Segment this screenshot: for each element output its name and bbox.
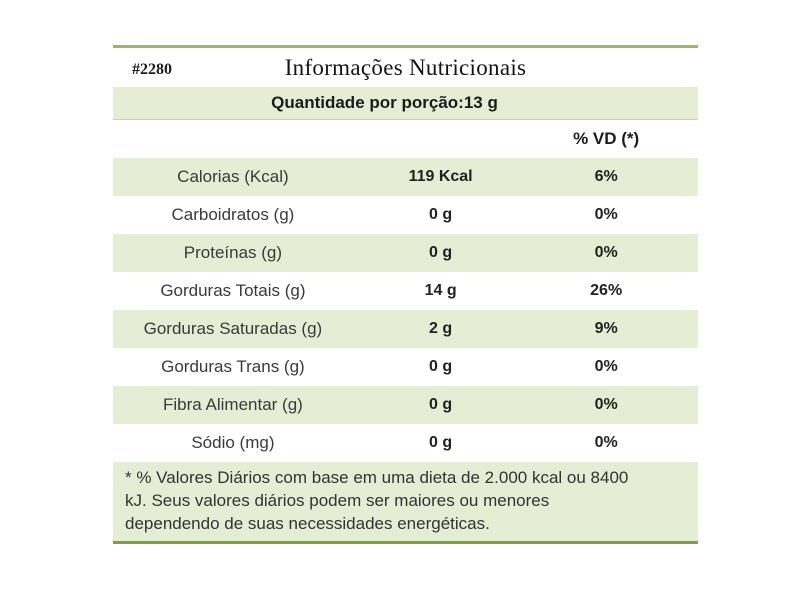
label-title: Informações Nutricionais — [284, 54, 527, 80]
footnote-line: kJ. Seus valores diários podem ser maior… — [125, 491, 550, 510]
nutrient-daily-value: 0% — [594, 206, 618, 223]
nutrient-daily-value: 26% — [590, 282, 623, 299]
nutrient-row: Sódio (mg) 0 g 0% — [113, 424, 698, 462]
nutrient-row: Gorduras Trans (g) 0 g 0% — [113, 348, 698, 386]
nutrient-amount: 0 g — [429, 244, 453, 261]
nutrient-daily-value: 9% — [594, 320, 618, 337]
serving-size-band: Quantidade por porção:13 g — [113, 87, 698, 120]
nutrient-amount: 119 Kcal — [408, 168, 473, 185]
nutrient-name: Calorias (Kcal) — [177, 167, 289, 186]
label-header: #2280 Informações Nutricionais — [113, 48, 698, 87]
nutrient-name: Carboidratos (g) — [171, 205, 295, 224]
nutrient-amount: 0 g — [429, 396, 453, 413]
nutrient-amount: 14 g — [424, 282, 457, 299]
top-border-rule — [113, 45, 698, 48]
nutrient-daily-value: 0% — [594, 396, 618, 413]
nutrient-name: Proteínas (g) — [183, 243, 283, 262]
column-header-row: % VD (*) — [113, 120, 698, 158]
nutrient-name: Gorduras Totais (g) — [160, 281, 306, 300]
nutrient-daily-value: 0% — [594, 358, 618, 375]
nutrient-row: Proteínas (g) 0 g 0% — [113, 234, 698, 272]
nutrient-amount: 2 g — [429, 320, 453, 337]
nutrition-label: #2280 Informações Nutricionais Quantidad… — [113, 45, 698, 544]
nutrient-row: Gorduras Totais (g) 14 g 26% — [113, 272, 698, 310]
nutrient-row: Fibra Alimentar (g) 0 g 0% — [113, 386, 698, 424]
nutrient-name: Gorduras Saturadas (g) — [143, 319, 323, 338]
nutrient-daily-value: 0% — [594, 434, 618, 451]
nutrient-rows: Calorias (Kcal) 119 Kcal 6% Carboidratos… — [113, 158, 698, 462]
nutrient-name: Fibra Alimentar (g) — [163, 395, 303, 414]
bottom-border-rule — [113, 541, 698, 544]
nutrient-row: Carboidratos (g) 0 g 0% — [113, 196, 698, 234]
nutrient-amount: 0 g — [429, 206, 453, 223]
footnote-line: dependendo de suas necessidades energéti… — [125, 514, 490, 533]
nutrient-row: Calorias (Kcal) 119 Kcal 6% — [113, 158, 698, 196]
footnote-line: * % Valores Diários com base em uma diet… — [125, 468, 629, 487]
nutrient-row: Gorduras Saturadas (g) 2 g 9% — [113, 310, 698, 348]
serving-size-text: Quantidade por porção:13 g — [271, 93, 498, 112]
nutrient-name: Sódio (mg) — [191, 433, 275, 452]
nutrient-amount: 0 g — [429, 358, 453, 375]
nutrient-daily-value: 6% — [594, 168, 618, 185]
product-code: #2280 — [132, 61, 172, 78]
daily-values-footnote: * % Valores Diários com base em uma diet… — [113, 462, 698, 541]
daily-value-column-header: % VD (*) — [573, 129, 640, 148]
nutrient-amount: 0 g — [429, 434, 453, 451]
nutrient-daily-value: 0% — [594, 244, 618, 261]
nutrient-name: Gorduras Trans (g) — [161, 357, 305, 376]
